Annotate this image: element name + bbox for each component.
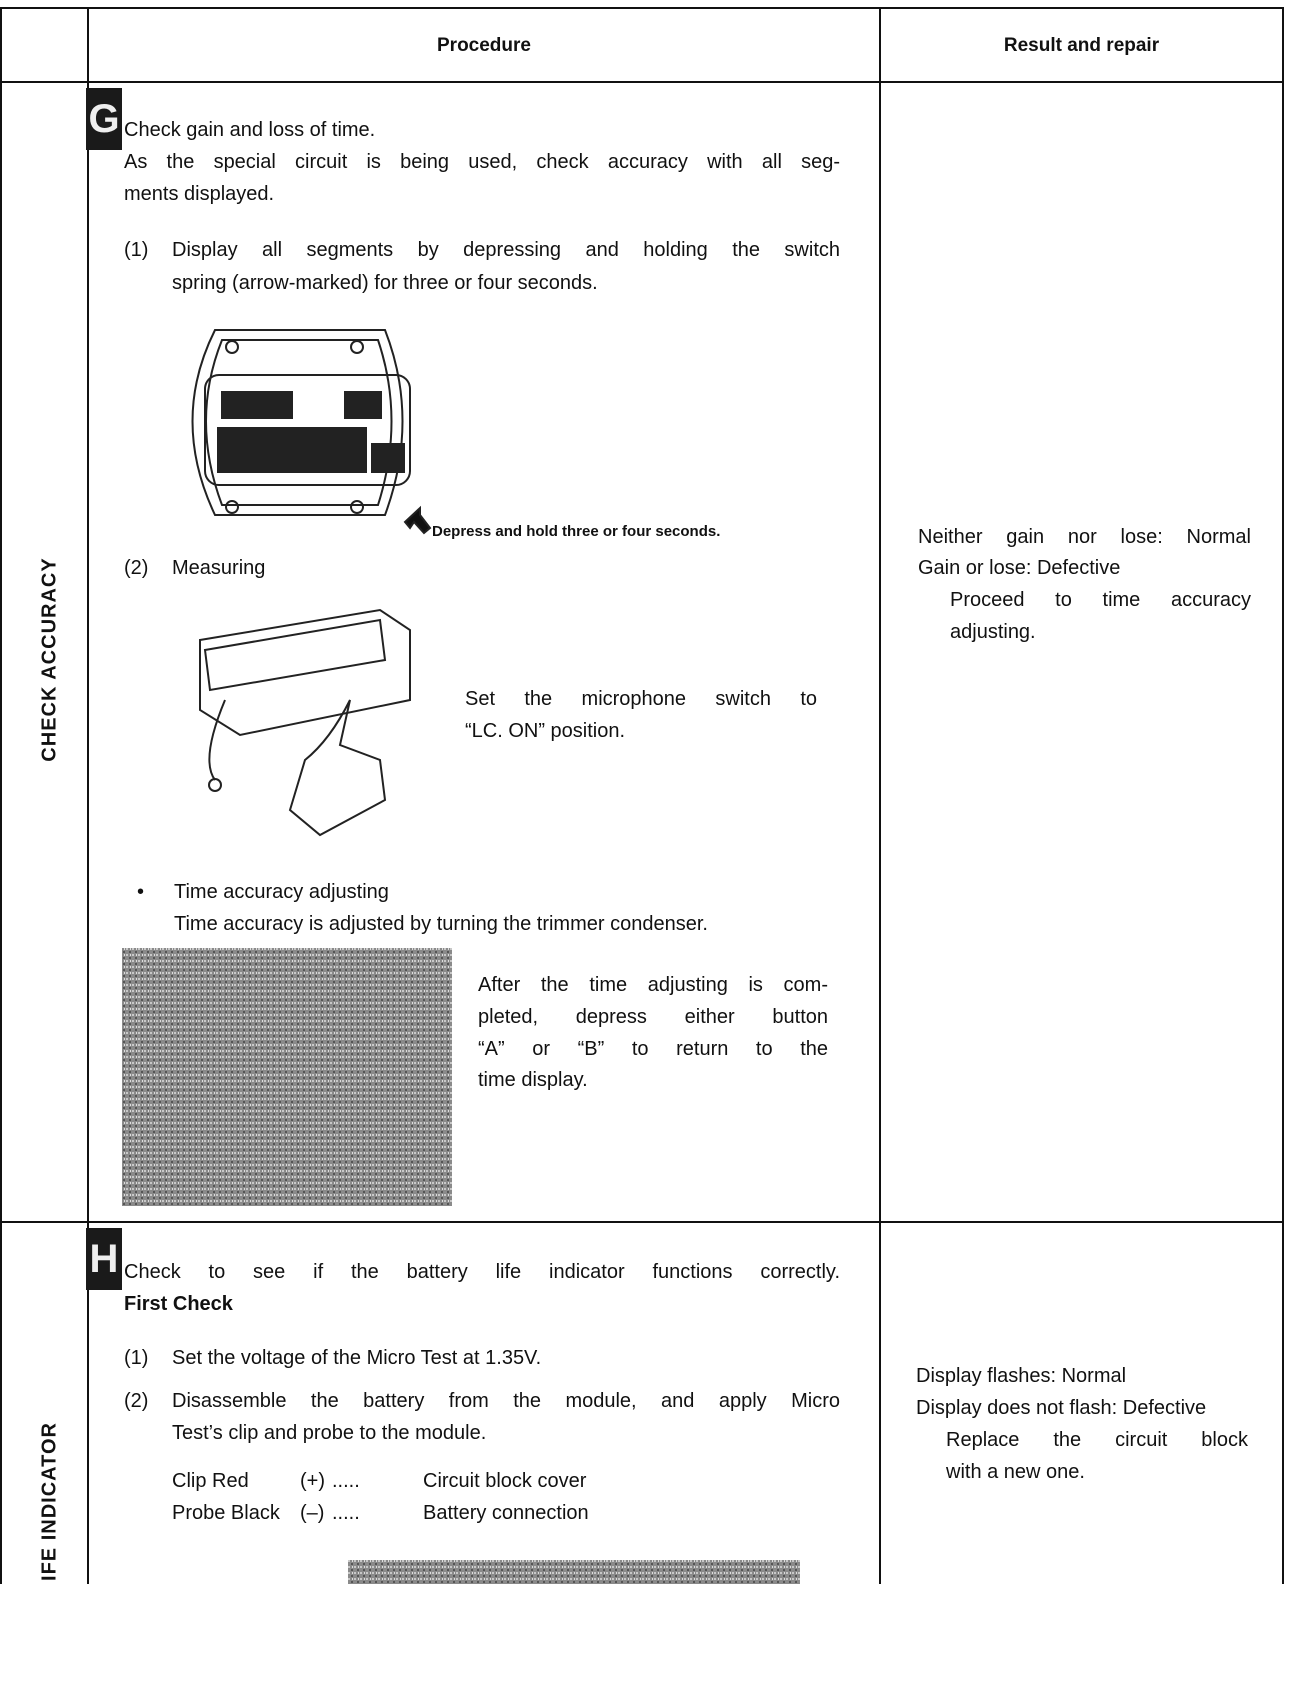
text-line: After the time adjusting is com- (478, 974, 828, 996)
text-line: Display all segments by depressing and h… (172, 239, 840, 261)
caption: Depress and hold three or four seconds. (432, 523, 721, 540)
text-line: As the special circuit is being used, ch… (124, 151, 840, 173)
step-number: (2) (124, 1390, 149, 1412)
connection-leader: ..... (332, 1470, 360, 1492)
result-line: adjusting. (950, 621, 1036, 643)
connection-polarity: (–) (300, 1502, 325, 1524)
connection-probe: Probe Black (172, 1502, 280, 1524)
watch-illustration (191, 329, 432, 535)
connection-target: Battery connection (423, 1502, 589, 1524)
section-label: IFE INDICATOR (38, 1422, 61, 1581)
text-line: spring (arrow-marked) for three or four … (172, 272, 598, 294)
connection-probe: Clip Red (172, 1470, 249, 1492)
text-line: Time accuracy adjusting (174, 881, 389, 903)
connection-leader: ..... (332, 1502, 360, 1524)
result-line: Display flashes: Normal (916, 1365, 1127, 1387)
tester-illustration (199, 608, 411, 837)
step-number: (2) (124, 557, 149, 579)
result-line: Replace the circuit block (946, 1429, 1248, 1451)
header-result: Result and repair (1003, 35, 1160, 56)
module-photo (348, 1560, 800, 1584)
result-line: Proceed to time accuracy (950, 589, 1251, 611)
text-line: ments displayed. (124, 183, 275, 205)
text-line: Check gain and loss of time. (124, 119, 376, 141)
trimmer-photo (122, 948, 452, 1206)
text-line: Time accuracy is adjusted by turning the… (174, 913, 708, 935)
step-number: (1) (124, 239, 149, 261)
text-line: Set the microphone switch to (465, 688, 817, 710)
header-procedure: Procedure (437, 35, 531, 56)
connection-target: Circuit block cover (423, 1470, 587, 1492)
text-line: “A” or “B” to return to the (478, 1038, 828, 1060)
text-line: pleted, depress either button (478, 1006, 828, 1028)
result-line: Display does not flash: Defective (916, 1397, 1207, 1419)
result-line: Gain or lose: Defective (918, 557, 1121, 579)
step-number: (1) (124, 1347, 149, 1369)
section-letter: H (86, 1228, 122, 1290)
text-line: Test’s clip and probe to the module. (172, 1422, 487, 1444)
result-line: with a new one. (946, 1461, 1085, 1483)
text-line: Measuring (172, 557, 266, 579)
text-line: “LC. ON” position. (465, 720, 626, 742)
connection-polarity: (+) (300, 1470, 325, 1492)
subtitle: First Check (124, 1293, 233, 1315)
table-frame (0, 7, 1284, 1584)
result-line: Neither gain nor lose: Normal (918, 526, 1251, 548)
page: Procedure Result and repair G CHECK ACCU… (0, 7, 1284, 1584)
text-line: time display. (478, 1069, 588, 1091)
bullet: • (137, 881, 145, 903)
section-label: CHECK ACCURACY (38, 557, 61, 762)
text-line: Set the voltage of the Micro Test at 1.3… (172, 1347, 542, 1369)
section-letter: G (86, 88, 122, 150)
text-line: Check to see if the battery life indicat… (124, 1261, 840, 1283)
text-line: Disassemble the battery from the module,… (172, 1390, 840, 1412)
